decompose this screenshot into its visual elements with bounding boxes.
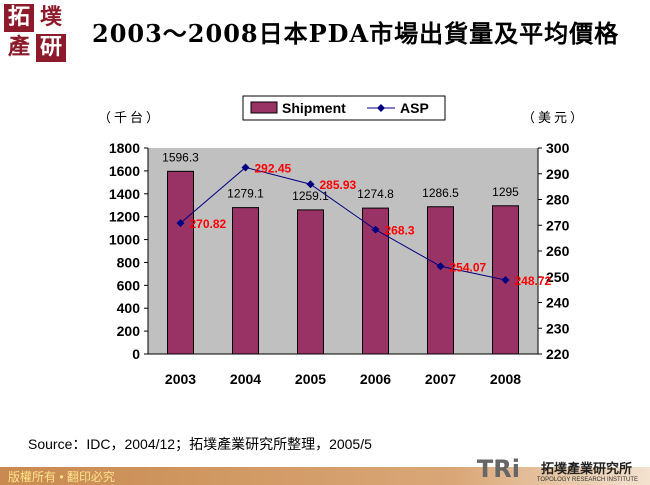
logo-char: 研 (36, 34, 66, 62)
x-tick-label: 2006 (360, 371, 391, 387)
logo: 拓 墣 產 研 (4, 4, 68, 64)
copyright: 版權所有 • 翻印必究 (8, 470, 115, 484)
bar (297, 209, 324, 355)
x-tick-label: 2004 (230, 371, 261, 387)
bar (167, 170, 194, 355)
right-tick-label: 220 (546, 346, 570, 362)
asp-data-label: 270.82 (190, 217, 227, 231)
left-axis-label: （千台） (98, 110, 162, 125)
right-tick-label: 230 (546, 320, 570, 336)
legend-label-asp: ASP (400, 100, 429, 116)
left-tick-label: 1600 (109, 163, 140, 179)
legend-label-shipment: Shipment (282, 100, 346, 116)
plot-area (148, 148, 538, 354)
right-tick-label: 240 (546, 295, 570, 311)
x-tick-label: 2005 (295, 371, 326, 387)
combo-chart: 0 200 400 600 800 1000 1200 1400 1600 1800 220 230 2… (98, 95, 586, 387)
right-tick-label: 270 (546, 217, 570, 233)
bar-data-label: 1295 (492, 185, 519, 199)
left-tick-label: 600 (117, 277, 141, 293)
left-tick-label: 0 (132, 346, 140, 362)
asp-data-label: 248.72 (515, 274, 552, 288)
asp-marker (306, 180, 315, 189)
asp-marker (241, 163, 250, 172)
brand-name: 拓墣產業研究所 (540, 461, 632, 476)
asp-marker (436, 262, 445, 271)
bar-data-label: 1596.3 (162, 150, 199, 164)
brand-logo: TRi (476, 455, 520, 483)
asp-data-label: 254.07 (450, 260, 487, 274)
asp-line (180, 166, 506, 281)
asp-marker (176, 219, 185, 228)
left-tick-label: 1200 (109, 209, 140, 225)
x-tick-label: 2003 (165, 371, 196, 387)
left-tick-label: 1800 (109, 140, 140, 156)
asp-data-label: 268.3 (385, 224, 415, 238)
asp-data-label: 292.45 (255, 161, 292, 175)
legend-marker-asp (377, 104, 385, 112)
page-title: 2003～2008日本PDA市場出貨量及平均價格 (92, 19, 620, 48)
legend-swatch-shipment (250, 101, 278, 114)
logo-char: 墣 (39, 5, 62, 30)
right-tick-label: 280 (546, 192, 570, 208)
bar-data-label: 1274.8 (357, 187, 394, 201)
right-tick-label: 290 (546, 166, 570, 182)
bar (427, 206, 454, 355)
logo-char: 產 (7, 35, 30, 60)
bar (232, 207, 259, 355)
bar-data-label: 1279.1 (227, 187, 264, 201)
x-tick-label: 2007 (425, 371, 456, 387)
footer-bar: 版權所有 • 翻印必究 (0, 467, 650, 485)
left-tick-label: 800 (117, 254, 141, 270)
source-note: Source：IDC，2004/12；拓墣產業研究所整理，2005/5 (28, 436, 372, 452)
right-tick-label: 300 (546, 140, 570, 156)
asp-marker (371, 225, 380, 234)
bar-data-label: 1259.1 (292, 189, 329, 203)
asp-data-label: 285.93 (320, 178, 357, 192)
right-tick-label: 250 (546, 269, 570, 285)
left-tick-label: 400 (117, 300, 141, 316)
right-tick-label: 260 (546, 243, 570, 259)
asp-marker (501, 276, 510, 285)
left-tick-label: 1000 (109, 232, 140, 248)
brand-name-en: TOPOLOGY RESEARCH INSTITUTE (536, 477, 638, 483)
logo-char: 拓 (4, 4, 34, 32)
right-axis-label: （美元） (522, 110, 586, 125)
bar-data-label: 1286.5 (422, 186, 459, 200)
x-tick-label: 2008 (490, 371, 521, 387)
left-tick-label: 1400 (109, 186, 140, 202)
left-tick-label: 200 (117, 323, 141, 339)
